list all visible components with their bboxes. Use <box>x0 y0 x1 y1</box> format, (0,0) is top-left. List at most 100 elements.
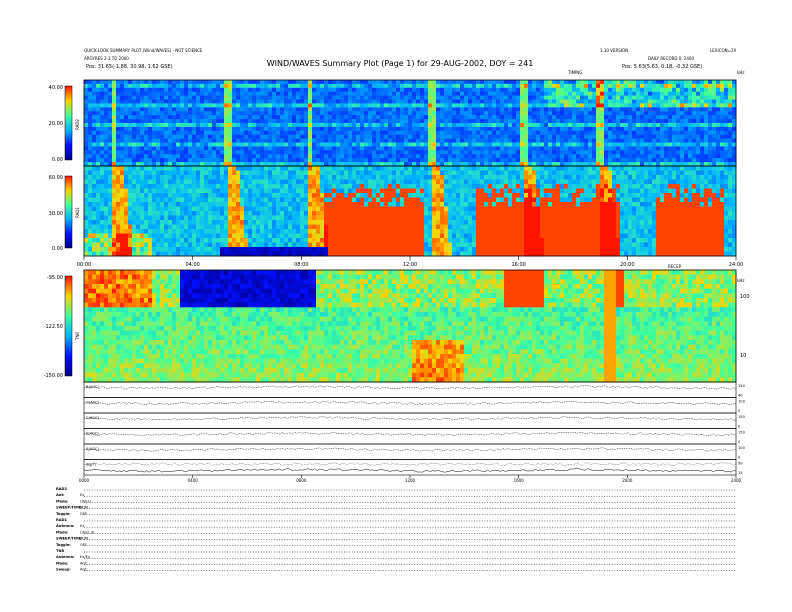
rad2-cell <box>528 126 533 132</box>
rad2-cell <box>576 154 581 159</box>
rad2-cell <box>320 150 325 155</box>
rad2-cell <box>724 111 729 116</box>
rad2-cell <box>560 134 565 140</box>
rad2-cell <box>372 146 377 151</box>
rad2-cell <box>264 99 269 104</box>
rad1-cell <box>544 170 549 176</box>
rad2-cell <box>160 83 165 89</box>
rad2-cell <box>124 142 129 147</box>
rad2-cell <box>608 111 613 116</box>
rad2-cell <box>396 107 401 112</box>
rad1-cell <box>708 197 713 203</box>
rad1-cell <box>656 170 661 176</box>
rad1-cell <box>292 179 297 185</box>
rad2-cell <box>424 95 429 100</box>
rad1-cell <box>168 170 173 176</box>
rad2-cell <box>616 162 621 167</box>
rad1-cell <box>640 184 645 189</box>
rad1-cell <box>84 188 89 194</box>
rad2-cell <box>248 107 253 112</box>
rad1-cell <box>240 193 245 198</box>
rad2-cell <box>544 146 549 151</box>
rad2-cell <box>256 91 261 97</box>
rad1-cell <box>276 170 281 176</box>
rad2-cell <box>560 99 565 104</box>
rad2-cell <box>312 95 317 100</box>
rad2-cell <box>348 158 353 163</box>
rad1-cell <box>100 202 105 207</box>
rad2-cell <box>244 126 249 132</box>
rad2-cell <box>204 138 209 143</box>
rad2-cell <box>508 95 513 100</box>
rad2-cell <box>564 130 569 136</box>
rad2-cell <box>324 91 329 97</box>
rad2-cell <box>212 150 217 155</box>
rad1-cell <box>172 175 177 180</box>
rad2-cell <box>92 83 97 89</box>
rad2-cell <box>584 95 589 100</box>
rad2-cell <box>456 126 461 132</box>
rad1-cell <box>124 202 129 207</box>
rad2-cell <box>500 130 505 136</box>
rad2-cell <box>376 95 381 100</box>
rad2-cell <box>244 134 249 140</box>
rad2-cell <box>156 162 161 167</box>
rad2-cell <box>288 158 293 163</box>
rad2-cell <box>620 154 625 159</box>
rad2-cell <box>516 158 521 163</box>
rad2-cell <box>540 83 545 89</box>
rad2-cell <box>256 99 261 104</box>
rad2-cell <box>224 142 229 147</box>
rad1-cell <box>676 179 681 185</box>
rad2-cell <box>372 115 377 120</box>
rad2-cell <box>608 115 613 120</box>
rad2-cell <box>620 138 625 143</box>
rad1-cell <box>260 179 265 185</box>
rad2-cell <box>280 107 285 112</box>
rad2-cell <box>436 115 441 120</box>
rad2-cell <box>580 134 585 140</box>
rad2-cell <box>492 83 497 89</box>
rad2-cell <box>652 154 657 159</box>
rad2-cell <box>272 91 277 97</box>
rad2-cell <box>416 91 421 97</box>
rad2-cell <box>684 115 689 120</box>
rad2-cell <box>444 134 449 140</box>
rad2-cell <box>548 103 553 108</box>
rad2-cell <box>528 130 533 136</box>
rad1-cell <box>512 197 517 203</box>
rad2-cell <box>728 111 733 116</box>
rad1-cell <box>712 170 717 176</box>
rad2-cell <box>480 87 485 93</box>
rad2-cell <box>464 154 469 159</box>
rad2-cell <box>148 146 153 151</box>
rad2-cell <box>148 107 153 112</box>
rad1-cell <box>96 179 101 185</box>
rad2-cell <box>132 138 137 143</box>
rad2-cell <box>220 119 225 124</box>
rad2-cell <box>200 103 205 108</box>
rad1-cell <box>332 202 337 207</box>
rad1-cell <box>512 193 517 198</box>
rad2-cell <box>248 119 253 124</box>
rad1-cell <box>288 175 293 180</box>
rad2-cell <box>476 142 481 147</box>
rad2-cell <box>592 80 597 85</box>
rad1-cell <box>404 197 409 203</box>
rad2-cell <box>672 154 677 159</box>
rad1-cell <box>220 184 225 189</box>
rad2-cell <box>344 134 349 140</box>
rad2-cell <box>184 111 189 116</box>
rad2-cell <box>336 91 341 97</box>
rad2-cell <box>428 158 433 163</box>
rad2-cell <box>288 111 293 116</box>
rad1-cell <box>220 170 225 176</box>
rad2-cell <box>492 154 497 159</box>
rad2-cell <box>540 150 545 155</box>
rad2-cell <box>124 150 129 155</box>
rad2-cell <box>380 158 385 163</box>
rad1-cell <box>176 184 181 189</box>
rad2-cell <box>396 103 401 108</box>
rad1-cell <box>240 202 245 207</box>
rad1-cell <box>376 175 381 180</box>
